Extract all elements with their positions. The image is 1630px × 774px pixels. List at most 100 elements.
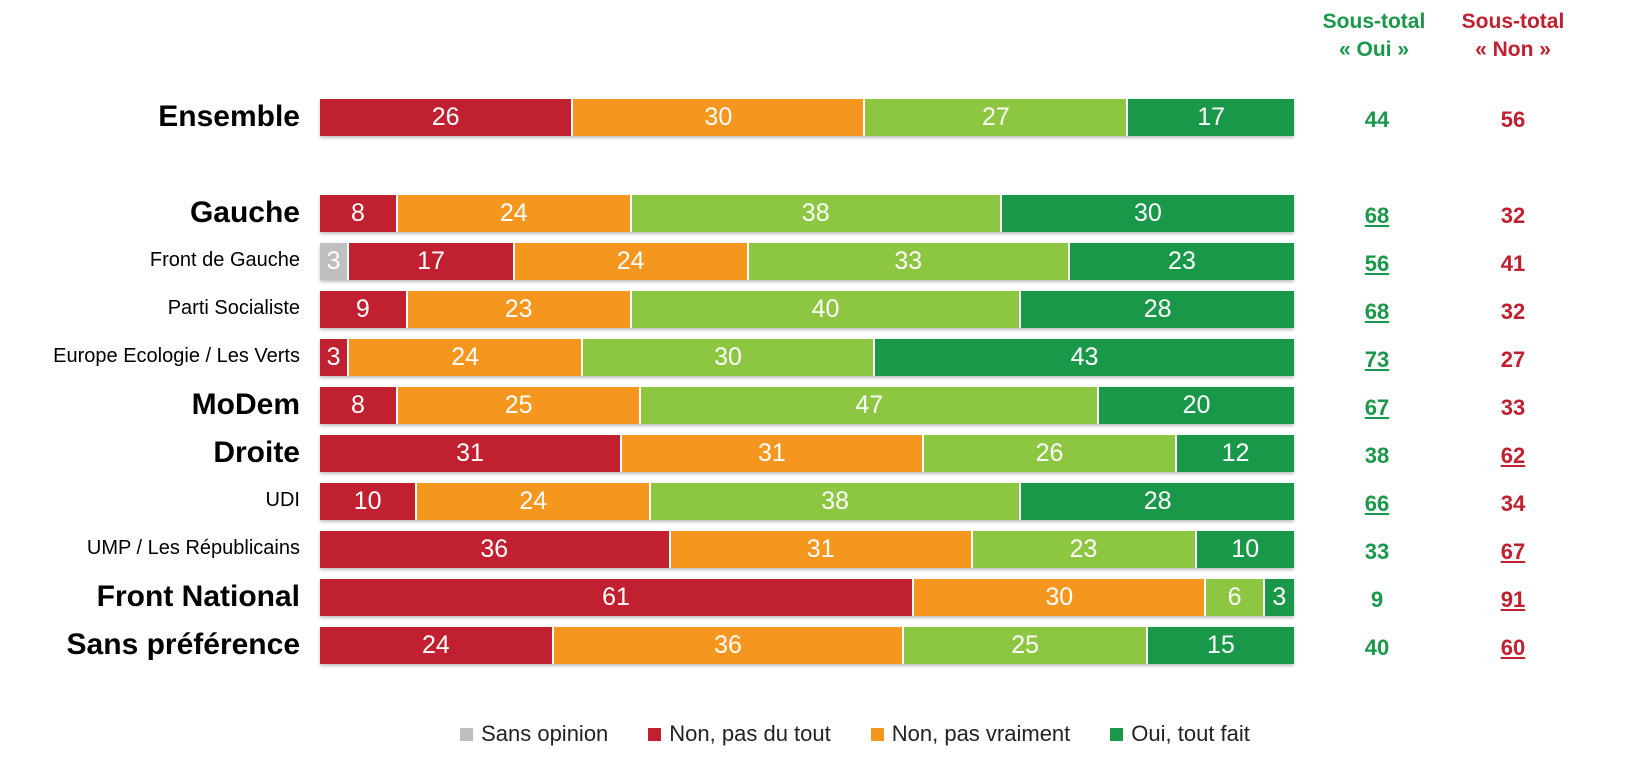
row-label: Ensemble <box>158 100 300 134</box>
row-label: MoDem <box>192 388 300 422</box>
bar-segment-non-pas-du-tout: 8 <box>320 195 398 232</box>
row-label: UDI <box>266 489 300 512</box>
bar-segment-non-pas-du-tout: 10 <box>320 483 417 520</box>
bar-segment-oui-tout-a-fait: 28 <box>1021 483 1294 520</box>
subtotal-oui-value: 56 <box>1337 251 1417 277</box>
legend-swatch <box>648 728 661 741</box>
bar-segment-oui-tout-a-fait: 30 <box>1002 195 1294 232</box>
bar-segment-oui-plutot: 30 <box>583 339 875 376</box>
subtotal-non-header-line2: « Non » <box>1448 36 1578 64</box>
subtotal-oui-value: 38 <box>1337 443 1417 469</box>
bar-segment-non-pas-du-tout: 9 <box>320 291 408 328</box>
bar-segment-non-pas-du-tout: 8 <box>320 387 398 424</box>
bar-row: 61 30 6 3 <box>320 579 1294 616</box>
bar-segment-non-pas-vraiment: 36 <box>554 627 905 664</box>
bar-segment-non-pas-du-tout: 61 <box>320 579 914 616</box>
legend-item: Non, pas vraiment <box>871 721 1071 747</box>
bar-segment-non-pas-du-tout: 17 <box>349 243 515 280</box>
subtotal-oui-header: Sous-total « Oui » <box>1309 8 1439 64</box>
subtotal-oui-header-line2: « Oui » <box>1309 36 1439 64</box>
legend-label: Non, pas vraiment <box>892 721 1071 747</box>
bar-segment-oui-plutot: 38 <box>651 483 1021 520</box>
bar-row: 8 25 47 20 <box>320 387 1294 424</box>
bar-segment-non-pas-du-tout: 36 <box>320 531 671 568</box>
bar-segment-oui-plutot: 47 <box>641 387 1099 424</box>
bar-segment-oui-tout-a-fait: 20 <box>1099 387 1294 424</box>
bar-row: 3 24 30 43 <box>320 339 1294 376</box>
subtotal-oui-value: 68 <box>1337 203 1417 229</box>
subtotal-oui-value: 33 <box>1337 539 1417 565</box>
bar-row: 36 31 23 10 <box>320 531 1294 568</box>
row-label: Europe Ecologie / Les Verts <box>53 345 300 368</box>
bar-segment-non-pas-vraiment: 24 <box>398 195 632 232</box>
bar-segment-oui-plutot: 40 <box>632 291 1022 328</box>
subtotal-non-value: 32 <box>1473 203 1553 229</box>
bar-row: 8 24 38 30 <box>320 195 1294 232</box>
bar-segment-non-pas-du-tout: 3 <box>320 339 349 376</box>
legend-label: Sans opinion <box>481 721 608 747</box>
subtotal-oui-value: 68 <box>1337 299 1417 325</box>
row-label: Droite <box>213 436 300 470</box>
bar-segment-oui-tout-a-fait: 28 <box>1021 291 1294 328</box>
bar-segment-oui-tout-a-fait: 12 <box>1177 435 1294 472</box>
bar-row: 31 31 26 12 <box>320 435 1294 472</box>
legend-item: Sans opinion <box>460 721 608 747</box>
bar-segment-non-pas-vraiment: 24 <box>515 243 749 280</box>
subtotal-non-header: Sous-total « Non » <box>1448 8 1578 64</box>
legend-item: Non, pas du tout <box>648 721 830 747</box>
bar-segment-sans-opinion: 3 <box>320 243 349 280</box>
bar-segment-oui-tout-a-fait: 10 <box>1197 531 1294 568</box>
bar-segment-non-pas-du-tout: 31 <box>320 435 622 472</box>
subtotal-non-value: 34 <box>1473 491 1553 517</box>
bar-segment-oui-plutot: 26 <box>924 435 1177 472</box>
subtotal-non-value: 41 <box>1473 251 1553 277</box>
bar-segment-non-pas-du-tout: 24 <box>320 627 554 664</box>
chart-legend: Sans opinion Non, pas du tout Non, pas vra… <box>0 721 1630 747</box>
row-label: Sans préférence <box>67 628 300 662</box>
bar-segment-non-pas-vraiment: 31 <box>671 531 973 568</box>
bar-row: 10 24 38 28 <box>320 483 1294 520</box>
subtotal-oui-value: 73 <box>1337 347 1417 373</box>
legend-item: Oui, tout fait <box>1110 721 1250 747</box>
bar-segment-non-pas-vraiment: 30 <box>573 99 865 136</box>
subtotal-oui-value: 66 <box>1337 491 1417 517</box>
row-label: Parti Socialiste <box>168 297 300 320</box>
row-label: Front National <box>97 580 300 614</box>
bar-row: 24 36 25 15 <box>320 627 1294 664</box>
legend-swatch <box>460 728 473 741</box>
subtotal-non-value: 67 <box>1473 539 1553 565</box>
subtotal-non-header-line1: Sous-total <box>1448 8 1578 36</box>
bar-segment-oui-plutot: 33 <box>749 243 1070 280</box>
bar-segment-non-pas-vraiment: 24 <box>417 483 651 520</box>
bar-segment-oui-tout-a-fait: 17 <box>1128 99 1294 136</box>
bar-segment-oui-tout-a-fait: 23 <box>1070 243 1294 280</box>
bar-segment-non-pas-vraiment: 30 <box>914 579 1206 616</box>
bar-segment-non-pas-vraiment: 31 <box>622 435 924 472</box>
subtotal-oui-value: 44 <box>1337 107 1417 133</box>
bar-segment-oui-plutot: 27 <box>865 99 1128 136</box>
row-label: Front de Gauche <box>150 249 300 272</box>
subtotal-non-value: 56 <box>1473 107 1553 133</box>
legend-label: Oui, tout fait <box>1131 721 1250 747</box>
row-label: UMP / Les Républicains <box>87 537 300 560</box>
bar-segment-oui-tout-a-fait: 15 <box>1148 627 1294 664</box>
legend-swatch <box>871 728 884 741</box>
bar-segment-oui-plutot: 23 <box>973 531 1197 568</box>
subtotal-non-value: 33 <box>1473 395 1553 421</box>
bar-segment-oui-plutot: 25 <box>904 627 1148 664</box>
subtotal-non-value: 62 <box>1473 443 1553 469</box>
subtotal-oui-header-line1: Sous-total <box>1309 8 1439 36</box>
legend-swatch <box>1110 728 1123 741</box>
bar-segment-non-pas-vraiment: 23 <box>408 291 632 328</box>
subtotal-non-value: 91 <box>1473 587 1553 613</box>
bar-row: 3 17 24 33 23 <box>320 243 1294 280</box>
subtotal-oui-value: 40 <box>1337 635 1417 661</box>
subtotal-non-value: 60 <box>1473 635 1553 661</box>
bar-segment-non-pas-vraiment: 25 <box>398 387 642 424</box>
subtotal-oui-value: 67 <box>1337 395 1417 421</box>
legend-label: Non, pas du tout <box>669 721 830 747</box>
subtotal-non-value: 32 <box>1473 299 1553 325</box>
subtotal-oui-value: 9 <box>1337 587 1417 613</box>
row-label: Gauche <box>190 196 300 230</box>
